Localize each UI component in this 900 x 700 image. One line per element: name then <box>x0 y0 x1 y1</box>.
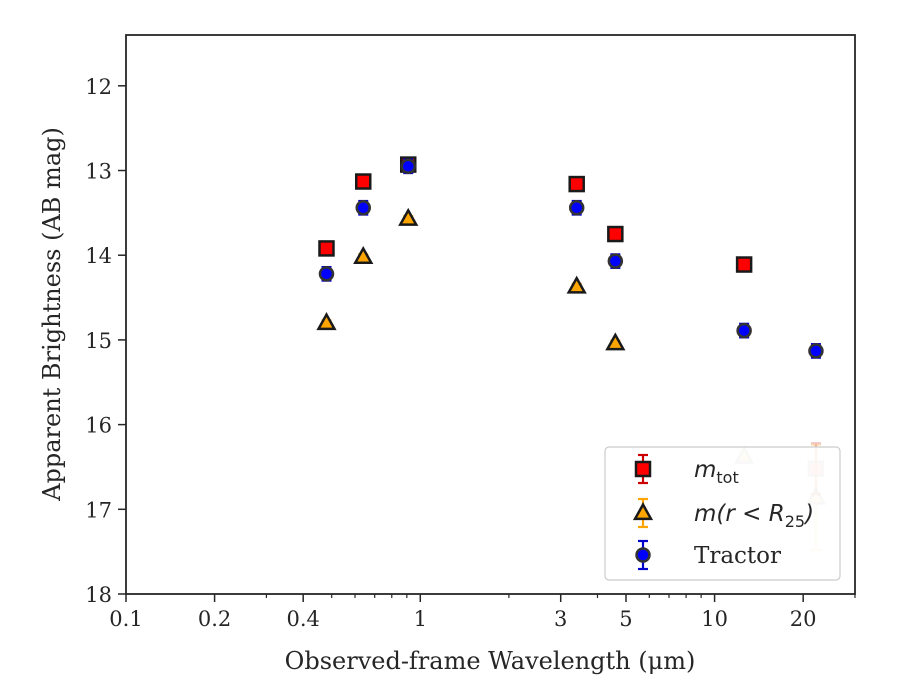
legend-label-tractor: Tractor <box>694 543 781 569</box>
marker-mtot <box>735 256 753 273</box>
marker-tractor <box>568 200 585 216</box>
data-point-mtot <box>735 256 753 273</box>
plot-frame <box>125 34 856 595</box>
data-point-mr25 <box>316 312 337 331</box>
data-point-tractor <box>808 343 824 359</box>
data-point-tractor <box>400 158 416 175</box>
data-point-mr25 <box>605 332 626 351</box>
x-tick-label: 3 <box>554 607 567 631</box>
data-point-mr25 <box>566 275 587 294</box>
x-tick-label: 0.1 <box>109 607 142 631</box>
marker-mr25 <box>605 332 626 351</box>
marker-mr25 <box>353 245 374 265</box>
marker-mr25 <box>316 312 337 331</box>
y-tick-label: 16 <box>85 414 112 438</box>
y-tick-label: 17 <box>85 498 112 522</box>
marker-tractor <box>808 343 824 359</box>
data-point-mr25 <box>353 245 374 265</box>
legend-entry-tractor: Tractor <box>635 539 781 571</box>
x-tick-label: 10 <box>701 607 728 631</box>
marker-tractor <box>607 253 624 269</box>
legend-marker-mtot <box>634 460 652 478</box>
legend-marker-mr25 <box>632 502 654 521</box>
data-point-tractor <box>355 199 372 216</box>
marker-tractor <box>355 200 372 216</box>
legend-label-mtot: mtot <box>694 457 739 487</box>
marker-mtot <box>607 225 624 243</box>
marker-mtot <box>318 240 335 257</box>
marker-mtot <box>355 173 372 190</box>
marker-mr25 <box>566 275 587 294</box>
marker-mtot <box>568 175 585 193</box>
legend: mtot m(r < R25) Tractor <box>604 446 841 581</box>
data-point-mtot <box>318 240 335 257</box>
y-tick-label: 13 <box>85 160 112 184</box>
data-point-mr25 <box>398 207 419 226</box>
data-point-mtot <box>607 225 624 243</box>
y-tick-label: 18 <box>85 583 112 607</box>
x-tick-label: 1 <box>414 607 427 631</box>
legend-label-sub: 25 <box>785 512 805 531</box>
legend-label-sub: tot <box>716 468 738 487</box>
data-point-tractor <box>736 322 752 339</box>
y-tick-label: 15 <box>85 329 112 353</box>
legend-label-end: ) <box>803 501 814 527</box>
data-point-tractor <box>318 265 335 282</box>
x-tick-label: 0.2 <box>198 607 231 631</box>
x-axis-label: Observed-frame Wavelength (μm) <box>285 647 696 675</box>
legend-label-mr25: m(r < R25) <box>694 501 814 531</box>
data-point-tractor <box>568 199 585 216</box>
data-point-mtot <box>568 175 585 193</box>
y-tick-label: 14 <box>85 244 112 268</box>
legend-marker-tractor <box>635 547 651 563</box>
x-tick-label: 0.4 <box>286 607 319 631</box>
marker-tractor <box>400 158 416 175</box>
y-axis-label: Apparent Brightness (AB mag) <box>38 127 66 502</box>
x-tick-label: 5 <box>619 607 632 631</box>
legend-label-main: m(r < R <box>694 501 785 527</box>
legend-entry-mtot: mtot <box>634 453 739 487</box>
legend-box <box>604 446 841 581</box>
data-point-mtot <box>355 173 372 190</box>
marker-tractor <box>318 266 335 282</box>
y-tick-label: 12 <box>85 75 112 99</box>
marker-mr25 <box>398 207 419 226</box>
x-tick-label: 20 <box>790 607 817 631</box>
marker-tractor <box>736 322 752 339</box>
legend-label-main: Tractor <box>694 543 781 569</box>
legend-label-main: m <box>694 457 716 483</box>
data-point-tractor <box>607 253 624 270</box>
legend-entry-mr25: m(r < R25) <box>632 497 814 531</box>
